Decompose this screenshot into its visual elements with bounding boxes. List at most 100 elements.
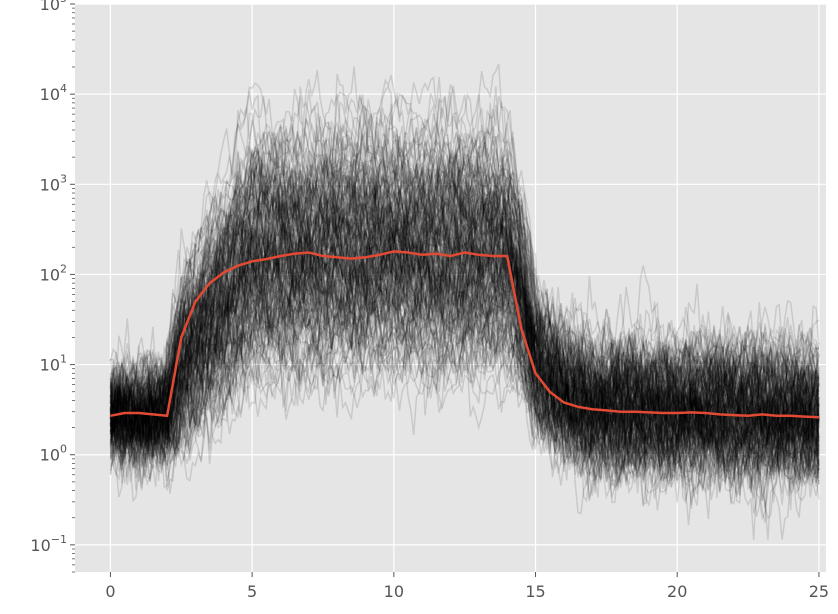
- ensemble-trace-43: [109, 160, 820, 465]
- ensemble-trace-12: [109, 181, 820, 450]
- ensemble-trace-191: [109, 183, 820, 452]
- y-tick-label-0: 10−1: [30, 533, 67, 555]
- ensemble-trace-157: [109, 176, 820, 447]
- ensemble-trace-119: [109, 294, 820, 493]
- ensemble-trace-166: [109, 235, 820, 480]
- ensemble-trace-181: [109, 243, 820, 503]
- ensemble-trace-194: [109, 261, 820, 487]
- ensemble-trace-71: [109, 277, 820, 497]
- ensemble-trace-40: [109, 258, 820, 474]
- y-tick-label-5: 104: [40, 82, 67, 104]
- ensemble-trace-44: [109, 227, 820, 470]
- ensemble-trace-178: [109, 175, 820, 443]
- ensemble-trace-139: [109, 235, 820, 475]
- ensemble-trace-53: [109, 156, 820, 449]
- ensemble-trace-120: [109, 183, 820, 435]
- ensemble-trace-96: [109, 148, 820, 442]
- ensemble-trace-10: [109, 343, 820, 540]
- x-tick-label-2: 10: [384, 582, 404, 601]
- ensemble-trace-125: [109, 289, 820, 507]
- ensemble-trace-88: [109, 183, 820, 452]
- ensemble-trace-170: [109, 131, 820, 443]
- ensemble-trace-109: [109, 184, 820, 458]
- ensemble-trace-93: [109, 168, 820, 461]
- ensemble-trace-138: [109, 265, 820, 494]
- ensemble-trace-116: [109, 150, 820, 433]
- ensemble-trace-21: [109, 107, 820, 407]
- ensemble-trace-19: [109, 166, 820, 439]
- plot-background: [75, 4, 826, 572]
- x-tick-label-0: 0: [105, 582, 115, 601]
- ensemble-trace-26: [109, 219, 820, 463]
- ensemble-trace-137: [110, 242, 820, 474]
- ensemble-trace-175: [109, 157, 820, 445]
- ensemble-trace-35: [109, 239, 820, 466]
- ensemble-trace-36: [109, 216, 820, 464]
- ensemble-trace-83: [109, 218, 820, 462]
- ensemble-trace-176: [109, 312, 820, 521]
- ensemble-trace-89: [109, 221, 820, 477]
- ensemble-trace-161: [110, 131, 820, 406]
- ensemble-trace-158: [109, 191, 820, 459]
- ensemble-trace-48: [109, 263, 820, 476]
- ensemble-trace-72: [109, 305, 820, 505]
- ensemble-trace-9: [109, 261, 820, 488]
- ensemble-trace-159: [109, 250, 820, 491]
- ensemble-trace-52: [109, 270, 820, 492]
- ensemble-trace-91: [109, 225, 820, 461]
- ensemble-trace-23: [109, 181, 820, 449]
- ensemble-trace-84: [109, 206, 820, 468]
- ensemble-trace-134: [109, 196, 820, 487]
- ensemble-trace-24: [109, 153, 820, 444]
- ensemble-trace-68: [109, 199, 820, 463]
- ensemble-trace-112: [109, 107, 820, 436]
- ensemble-trace-144: [109, 231, 820, 467]
- ensemble-trace-81: [109, 216, 820, 475]
- ensemble-trace-198: [109, 272, 820, 488]
- ensemble-trace-64: [109, 272, 820, 491]
- ensemble-trace-92: [109, 147, 820, 449]
- ensemble-trace-76: [109, 168, 820, 432]
- x-tick-label-3: 15: [525, 582, 545, 601]
- ensemble-trace-110: [109, 232, 820, 450]
- grid-lines: [75, 3, 826, 572]
- ensemble-trace-41: [109, 162, 820, 453]
- ensemble-trace-196: [109, 213, 820, 455]
- ensemble-trace-115: [109, 177, 820, 434]
- ensemble-trace-25: [109, 92, 820, 434]
- ensemble-trace-37: [109, 233, 820, 474]
- ensemble-trace-101: [109, 125, 820, 447]
- ensemble-trace-135: [109, 262, 820, 482]
- ensemble-trace-131: [109, 243, 820, 478]
- ensemble-trace-98: [109, 151, 820, 433]
- ensemble-trace-20: [109, 186, 820, 450]
- ensemble-trace-172: [109, 138, 820, 420]
- ensemble-trace-180: [109, 156, 820, 427]
- ensemble-trace-177: [109, 281, 820, 489]
- ensemble-trace-148: [109, 135, 820, 437]
- ensemble-trace-50: [109, 257, 820, 493]
- ensemble-trace-47: [109, 278, 820, 486]
- ensemble-trace-128: [109, 131, 820, 442]
- ensemble-trace-102: [109, 188, 820, 455]
- ensemble-trace-104: [109, 177, 820, 456]
- ensemble-trace-133: [109, 155, 820, 458]
- ensemble-trace-60: [109, 181, 820, 451]
- ensemble-trace-173: [109, 216, 820, 484]
- ensemble-trace-62: [109, 221, 820, 471]
- ensemble-trace-154: [109, 228, 820, 470]
- ensemble-trace-129: [109, 281, 820, 501]
- ensemble-trace-49: [109, 257, 820, 462]
- ensemble-trace-3: [109, 162, 820, 447]
- ensemble-trace-45: [109, 292, 820, 484]
- ensemble-trace-147: [109, 173, 820, 449]
- ensemble-trace-28: [109, 266, 820, 498]
- ensemble-trace-118: [109, 171, 820, 440]
- y-tick-label-6: 105: [40, 0, 67, 14]
- x-tick-label-1: 5: [247, 582, 257, 601]
- ensemble-trace-73: [109, 206, 820, 461]
- x-tick-label-4: 20: [667, 582, 687, 601]
- ensemble-trace-186: [109, 150, 820, 444]
- ensemble-trace-7: [109, 240, 820, 485]
